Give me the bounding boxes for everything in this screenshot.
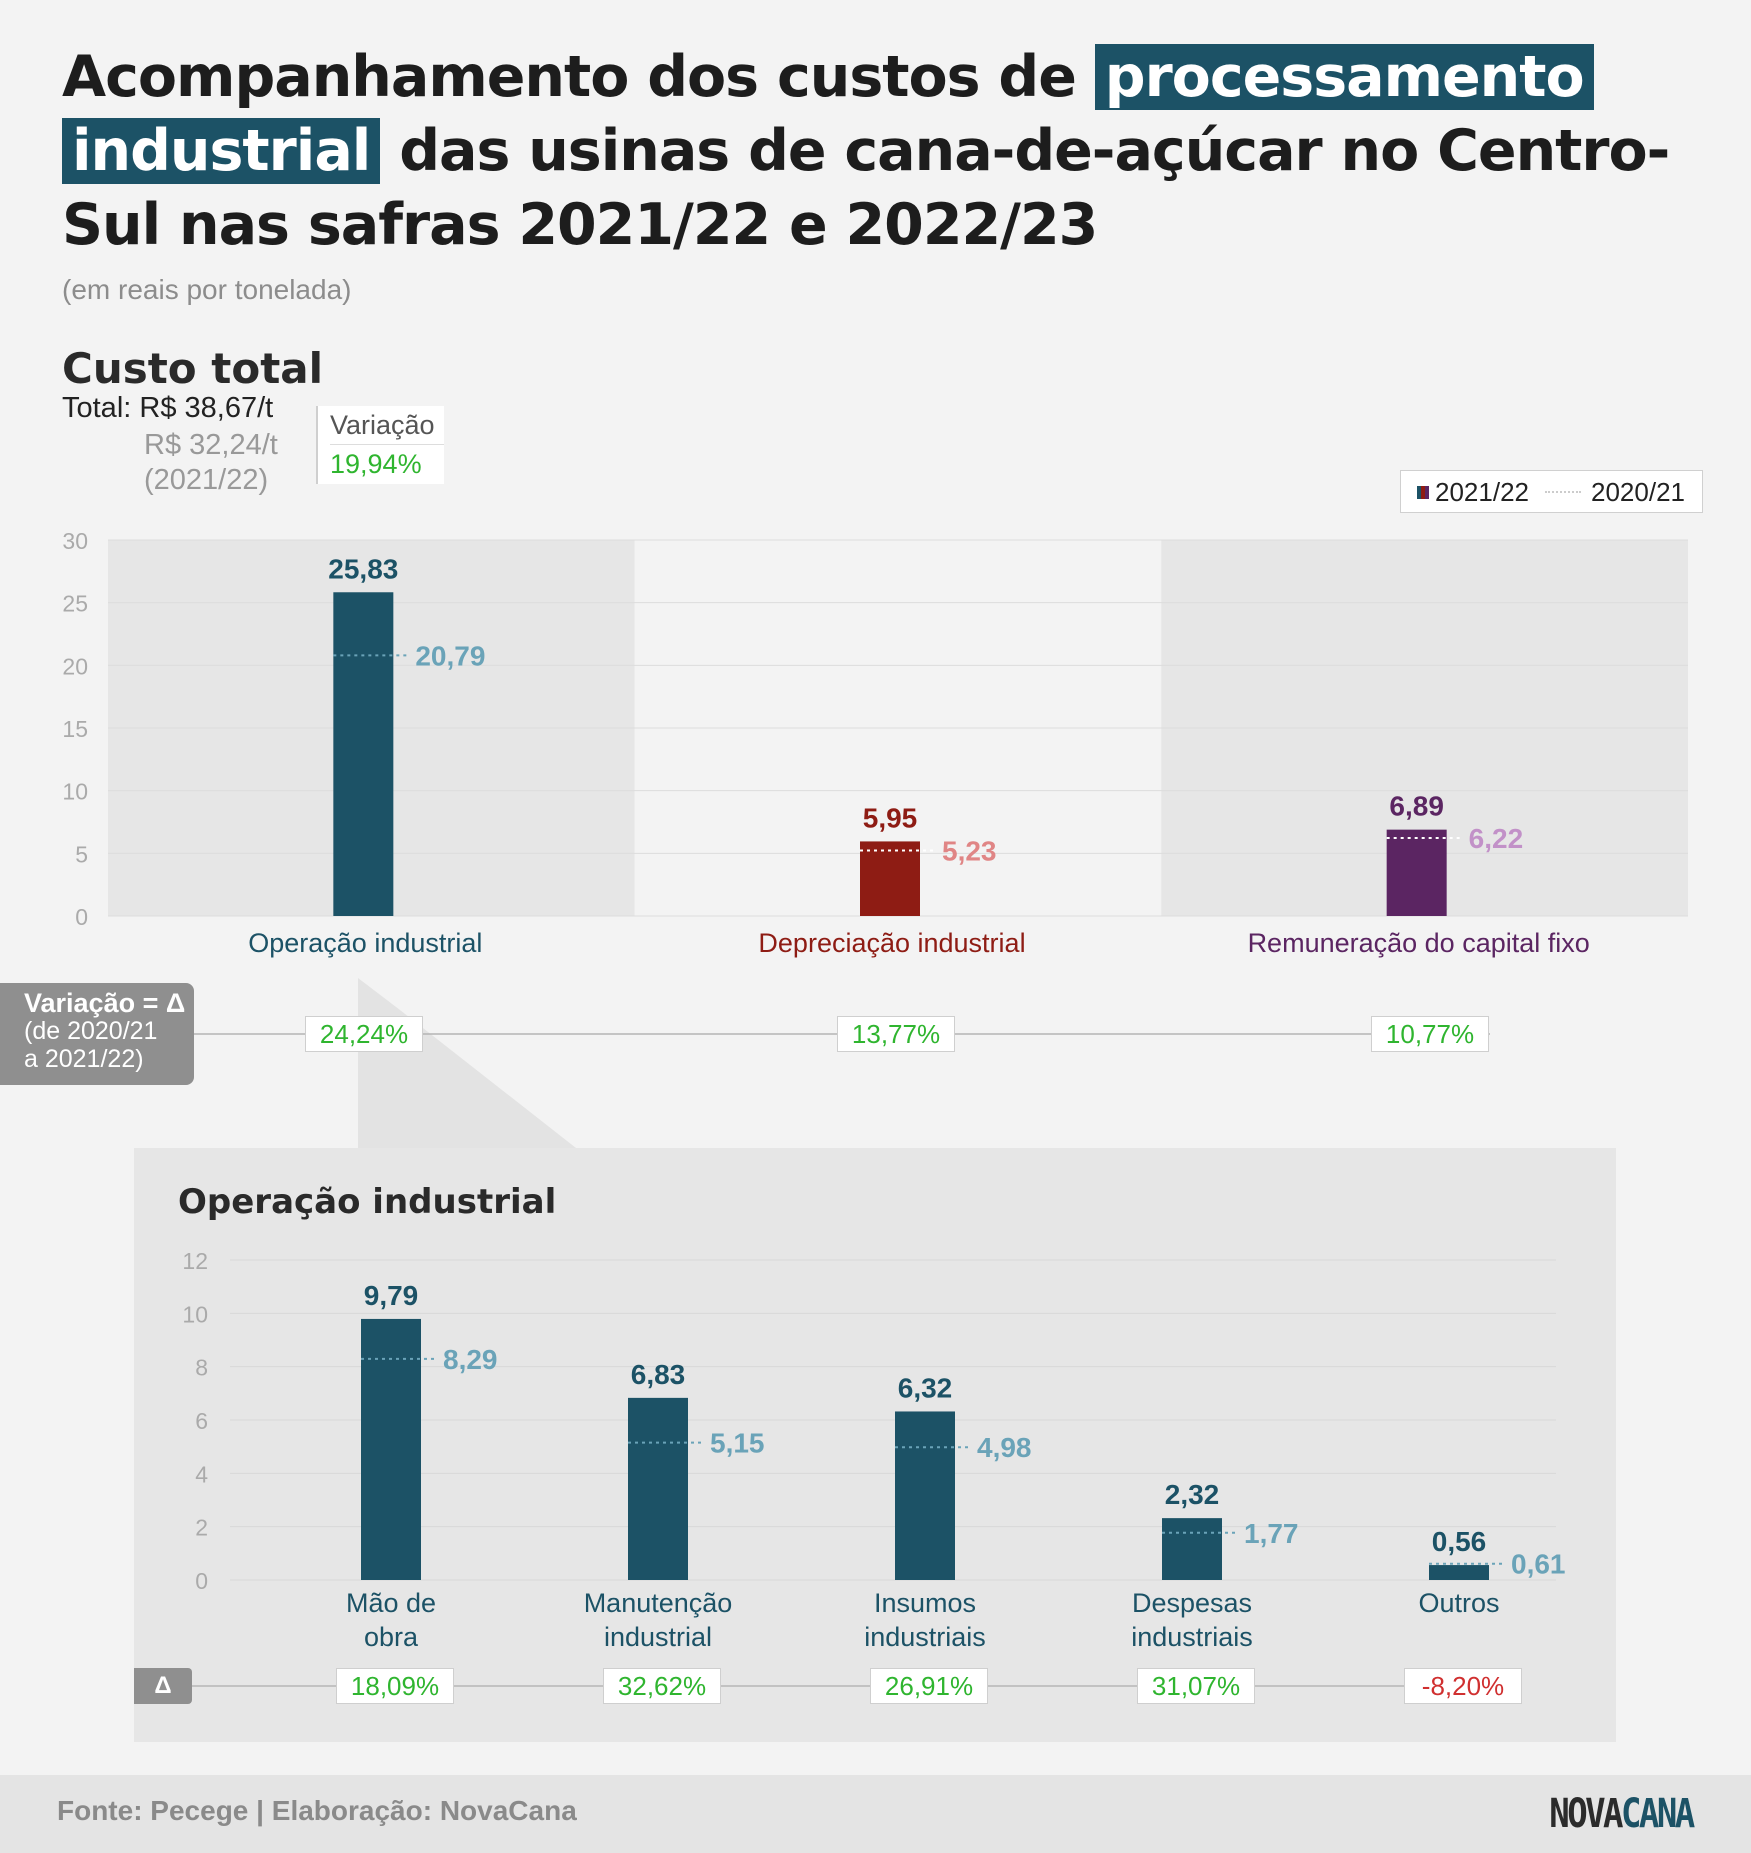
- prev-value-label: 8,29: [443, 1344, 498, 1375]
- variation-pill: -8,20%: [1404, 1668, 1522, 1704]
- y-tick-label: 0: [195, 1568, 208, 1594]
- y-tick-label: 2: [195, 1515, 208, 1541]
- total-previous-value: R$ 32,24/t: [144, 429, 278, 461]
- prev-value-label: 5,15: [710, 1428, 765, 1459]
- total-variation-value: 19,94%: [330, 449, 422, 479]
- detail-title: Operação industrial: [178, 1182, 557, 1222]
- novacana-logo: NOVACANA: [1549, 1791, 1696, 1837]
- bar-2021-22: [628, 1397, 688, 1580]
- category-label: Mão de: [346, 1588, 436, 1618]
- total-previous-label: (2021/22): [144, 464, 269, 496]
- prev-value-label: 0,61: [1511, 1549, 1566, 1580]
- variation-pill: 26,91%: [870, 1668, 988, 1704]
- total-current: Total: R$ 38,67/t: [62, 392, 274, 424]
- title-highlight-2: industrial: [62, 118, 381, 184]
- category-label: industriais: [1131, 1622, 1253, 1652]
- total-variation-label: Variação: [330, 406, 444, 445]
- category-label: Outros: [1418, 1588, 1499, 1618]
- prev-value-label: 5,23: [942, 835, 997, 866]
- y-tick-label: 12: [182, 1248, 208, 1274]
- prev-value-label: 20,79: [415, 640, 485, 671]
- legend-current: 2021/22: [1435, 477, 1529, 507]
- legend-swatch-icon: [1417, 486, 1429, 499]
- legend: 2021/22 2020/21: [1400, 470, 1703, 513]
- bar-2021-22: [333, 592, 394, 916]
- category-label: obra: [364, 1622, 419, 1652]
- variation-tag-line1: (de 2020/21: [24, 1017, 158, 1045]
- bar-value-label: 6,32: [898, 1372, 953, 1403]
- section-title: Custo total: [62, 344, 324, 393]
- y-tick-label: 8: [195, 1355, 208, 1381]
- category-label: Manutenção: [584, 1588, 733, 1618]
- title-end: das usinas de cana-de-açúcar no Centro-S…: [62, 118, 1670, 258]
- bar-2021-22: [1162, 1518, 1222, 1580]
- variation-tag-line2: a 2021/22): [24, 1045, 144, 1073]
- category-label: industrial: [604, 1622, 712, 1652]
- category-label: Despesas: [1132, 1588, 1252, 1618]
- variation-pill: 18,09%: [336, 1668, 454, 1704]
- y-tick-label: 10: [62, 779, 88, 805]
- bar-value-label: 6,89: [1389, 791, 1444, 822]
- variation-pill: 32,62%: [603, 1668, 721, 1704]
- bar-value-label: 6,83: [631, 1359, 686, 1390]
- page-title: Acompanhamento dos custos de processamen…: [62, 40, 1702, 262]
- prev-value-label: 4,98: [977, 1432, 1032, 1463]
- category-label: Remuneração do capital fixo: [1248, 928, 1590, 958]
- variation-tag-title: Variação = Δ: [24, 988, 186, 1018]
- y-tick-label: 5: [75, 841, 88, 867]
- bar-2021-22: [860, 841, 920, 916]
- total-previous: R$ 32,24/t (2021/22): [144, 428, 278, 498]
- category-label: Operação industrial: [248, 928, 482, 958]
- bar-2021-22: [1429, 1565, 1489, 1580]
- y-tick-label: 10: [182, 1301, 208, 1327]
- variation-pill: 10,77%: [1371, 1016, 1489, 1052]
- bar-value-label: 25,83: [328, 553, 398, 584]
- total-variation-box: Variação 19,94%: [316, 406, 444, 484]
- variation-pill: 31,07%: [1137, 1668, 1255, 1704]
- variation-tag: Variação = Δ (de 2020/21 a 2021/22): [0, 983, 194, 1085]
- bar-value-label: 9,79: [364, 1280, 419, 1311]
- y-tick-label: 0: [75, 904, 88, 930]
- bar-2021-22: [1386, 829, 1447, 916]
- legend-previous: 2020/21: [1591, 477, 1685, 507]
- title-highlight-1: processamento: [1094, 44, 1594, 110]
- bar-2021-22: [361, 1318, 421, 1580]
- y-tick-label: 25: [62, 591, 88, 617]
- variation-pill: 24,24%: [305, 1016, 423, 1052]
- y-tick-label: 15: [62, 716, 88, 742]
- bar-2021-22: [895, 1411, 955, 1580]
- bar-value-label: 2,32: [1165, 1479, 1220, 1510]
- legend-dash-icon: [1545, 491, 1581, 493]
- footer: Fonte: Pecege | Elaboração: NovaCana NOV…: [0, 1775, 1751, 1853]
- y-tick-label: 30: [62, 528, 88, 554]
- category-label: industriais: [864, 1622, 986, 1652]
- title-start: Acompanhamento dos custos de: [62, 44, 1077, 110]
- category-label: Insumos: [874, 1588, 976, 1618]
- y-tick-label: 20: [62, 653, 88, 679]
- prev-value-label: 6,22: [1469, 823, 1524, 854]
- category-label: Depreciação industrial: [758, 928, 1025, 958]
- source-note: Fonte: Pecege | Elaboração: NovaCana: [57, 1795, 577, 1826]
- delta-tag-small: Δ: [134, 1668, 192, 1704]
- bar-value-label: 5,95: [863, 802, 918, 833]
- subtitle: (em reais por tonelada): [62, 274, 352, 305]
- variation-pill: 13,77%: [837, 1016, 955, 1052]
- y-tick-label: 6: [195, 1408, 208, 1434]
- prev-value-label: 1,77: [1244, 1518, 1299, 1549]
- y-tick-label: 4: [195, 1461, 208, 1487]
- bar-value-label: 0,56: [1432, 1526, 1487, 1557]
